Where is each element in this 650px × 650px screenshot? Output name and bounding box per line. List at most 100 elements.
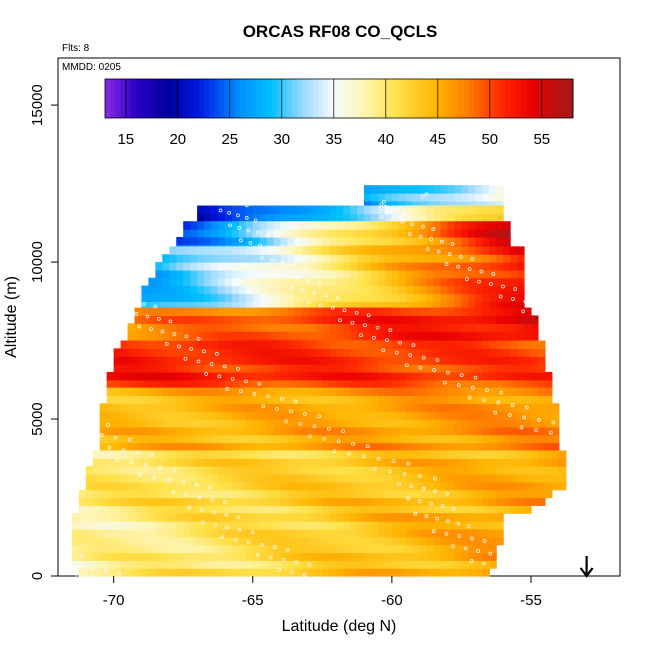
heatmap-cell (190, 419, 198, 428)
heatmap-cell (461, 307, 469, 317)
heatmap-cell (127, 521, 136, 530)
heatmap-cell (176, 568, 184, 577)
heatmap-cell (190, 277, 198, 287)
heatmap-cell (273, 340, 282, 349)
x-tick-label: -70 (103, 592, 125, 609)
heatmap-cell (461, 481, 469, 491)
heatmap-cell (266, 340, 275, 349)
heatmap-cell (155, 513, 163, 522)
heatmap-cell (468, 285, 476, 295)
heatmap-cell (238, 450, 247, 459)
heatmap-cell (412, 315, 421, 324)
heatmap-cell (301, 246, 309, 255)
sample-point (406, 461, 411, 466)
colorbar-swatch (536, 79, 543, 118)
heatmap-cell (517, 379, 525, 389)
heatmap-cell (503, 236, 511, 246)
heatmap-cell (245, 489, 254, 499)
heatmap-cell (155, 364, 163, 373)
heatmap-cell (155, 521, 163, 530)
heatmap-cell (162, 379, 170, 389)
heatmap-cell (517, 246, 525, 255)
heatmap-cell (224, 489, 233, 499)
heatmap-cell (259, 205, 268, 214)
heatmap-cell (238, 348, 247, 357)
heatmap-cell (273, 277, 282, 287)
heatmap-cell (217, 301, 226, 310)
heatmap-cell (343, 473, 351, 483)
sample-point (223, 500, 227, 505)
heatmap-cell (204, 269, 212, 279)
heatmap-cell (503, 489, 511, 499)
heatmap-cell (426, 450, 435, 459)
heatmap-cell (273, 205, 282, 214)
heatmap-cell (211, 544, 219, 554)
heatmap-cell (238, 371, 247, 381)
heatmap-cell (294, 481, 303, 491)
sample-point (277, 567, 282, 572)
heatmap-cell (426, 340, 435, 349)
heatmap-cell (454, 205, 463, 214)
heatmap-cell (322, 552, 330, 561)
heatmap-cell (489, 544, 497, 554)
heatmap-cell (329, 473, 337, 483)
heatmap-cell (412, 568, 421, 577)
heatmap-cell (461, 285, 469, 295)
heatmap-cell (148, 371, 156, 381)
heatmap-cell (482, 458, 490, 467)
heatmap-cell (266, 505, 275, 514)
heatmap-cell (364, 364, 372, 373)
heatmap-cell (503, 481, 511, 491)
sample-point (459, 373, 464, 377)
sample-point (425, 247, 430, 251)
heatmap-cell (183, 348, 191, 357)
heatmap-cell (266, 450, 275, 459)
heatmap-cell (190, 426, 198, 436)
heatmap-cell (273, 285, 282, 295)
heatmap-cell (197, 356, 205, 365)
heatmap-cell (329, 364, 337, 373)
heatmap-cell (510, 364, 518, 373)
heatmap-cell (412, 185, 421, 194)
heatmap-cell (343, 489, 351, 499)
heatmap-cell (454, 371, 463, 381)
heatmap-cell (440, 450, 449, 459)
heatmap-cell (336, 395, 344, 404)
heatmap-cell (343, 269, 351, 279)
heatmap-cell (461, 269, 469, 279)
heatmap-cell (190, 229, 198, 238)
heatmap-cell (315, 521, 323, 530)
heatmap-cell (482, 513, 490, 522)
colorbar-swatch (411, 79, 418, 118)
heatmap-cell (398, 434, 407, 444)
heatmap-cell (357, 442, 365, 452)
heatmap-cell (440, 340, 449, 349)
heatmap-cell (183, 403, 191, 412)
heatmap-cell (217, 323, 226, 332)
heatmap-cell (183, 560, 191, 569)
heatmap-cell (308, 560, 316, 569)
sample-point (294, 560, 299, 565)
heatmap-cell (301, 434, 309, 444)
heatmap-cell (496, 200, 504, 210)
heatmap-cell (391, 419, 400, 428)
heatmap-cell (148, 419, 156, 428)
heatmap-cell (454, 293, 463, 302)
heatmap-cell (224, 411, 233, 420)
heatmap-cell (371, 552, 379, 561)
heatmap-cell (384, 481, 393, 491)
heatmap-cell (426, 442, 435, 452)
heatmap-cell (231, 301, 240, 310)
heatmap-cell (433, 213, 442, 222)
heatmap-cell (405, 323, 414, 332)
heatmap-cell (204, 466, 212, 475)
heatmap-cell (510, 307, 518, 317)
heatmap-cell (454, 552, 463, 561)
heatmap-cell (176, 473, 184, 483)
heatmap-cell (350, 269, 358, 279)
heatmap-cell (273, 568, 282, 577)
heatmap-cell (405, 307, 414, 317)
heatmap-cell (510, 277, 518, 287)
heatmap-cell (433, 356, 442, 365)
heatmap-cell (245, 458, 254, 467)
